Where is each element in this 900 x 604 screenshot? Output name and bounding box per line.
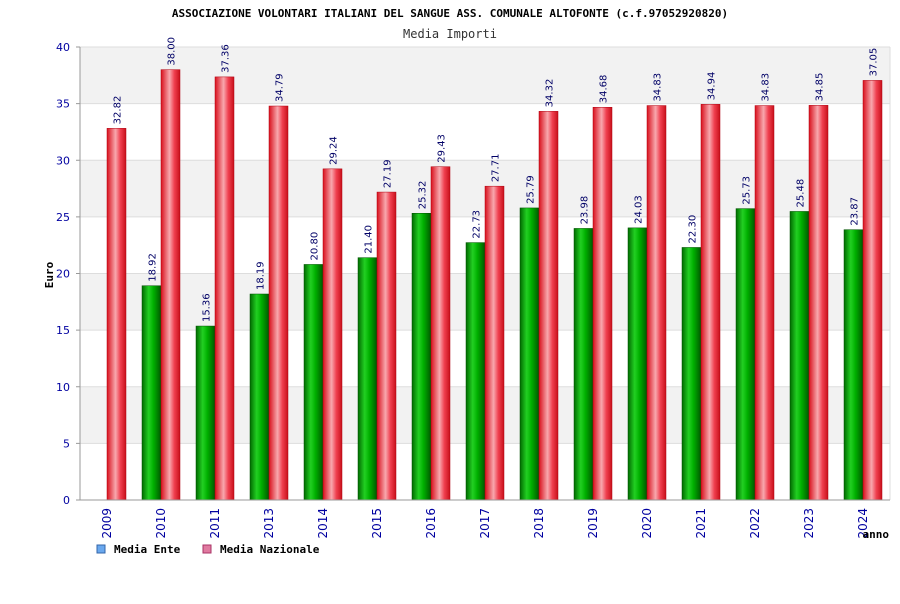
bar-value-label-media-nazionale-2015: 27.19 bbox=[383, 159, 394, 188]
x-tick-label-2016: 2016 bbox=[424, 508, 438, 539]
legend-swatch-media-nazionale bbox=[202, 544, 212, 554]
bar-value-label-media-ente-2013: 18.19 bbox=[256, 261, 267, 290]
bar-media-nazionale-2018 bbox=[538, 111, 559, 501]
bar-value-label-media-nazionale-2022: 34.83 bbox=[761, 73, 772, 102]
x-tick-label-2015: 2015 bbox=[370, 508, 384, 539]
x-tick-label-2021: 2021 bbox=[694, 508, 708, 539]
bar-value-label-media-ente-2015: 21.40 bbox=[364, 225, 375, 254]
y-axis-ticks: 0 5 10 15 20 25 30 35 40 bbox=[56, 41, 80, 507]
bar-value-label-media-ente-2018: 25.79 bbox=[526, 175, 537, 204]
x-tick-label-2013: 2013 bbox=[262, 508, 276, 539]
bar-media-ente-2020 bbox=[627, 227, 648, 501]
bar-media-ente-2010 bbox=[141, 285, 162, 501]
bar-media-ente-2011 bbox=[195, 325, 216, 501]
x-tick-label-2017: 2017 bbox=[478, 508, 492, 539]
bar-media-ente-2013 bbox=[249, 293, 270, 501]
bar-value-label-media-nazionale-2023: 34.85 bbox=[815, 73, 826, 102]
bar-media-nazionale-2017 bbox=[484, 185, 505, 501]
y-tick-label: 25 bbox=[56, 211, 70, 224]
bar-value-label-media-nazionale-2011: 37.36 bbox=[221, 44, 232, 73]
bar-media-ente-2015 bbox=[357, 257, 378, 501]
legend-label-media-ente: Media Ente bbox=[114, 543, 181, 556]
bar-value-label-media-ente-2023: 25.48 bbox=[796, 179, 807, 208]
chart-subtitle: Media Importi bbox=[403, 27, 497, 41]
y-tick-label: 20 bbox=[56, 268, 70, 281]
bar-value-label-media-ente-2017: 22.73 bbox=[472, 210, 483, 239]
bar-value-label-media-ente-2020: 24.03 bbox=[634, 195, 645, 224]
x-tick-label-2009: 2009 bbox=[100, 508, 114, 539]
bar-media-nazionale-2010 bbox=[160, 69, 181, 501]
bar-media-ente-2016 bbox=[411, 213, 432, 501]
bar-value-label-media-ente-2011: 15.36 bbox=[202, 293, 213, 322]
bar-value-label-media-ente-2014: 20.80 bbox=[310, 232, 321, 261]
bar-value-label-media-nazionale-2024: 37.05 bbox=[869, 48, 880, 77]
bar-value-label-media-nazionale-2014: 29.24 bbox=[329, 136, 340, 165]
bar-media-nazionale-2015 bbox=[376, 191, 397, 501]
y-tick-label: 35 bbox=[56, 98, 70, 111]
bar-value-label-media-nazionale-2017: 27.71 bbox=[491, 154, 502, 183]
y-tick-label: 15 bbox=[56, 324, 70, 337]
chart-title: ASSOCIAZIONE VOLONTARI ITALIANI DEL SANG… bbox=[172, 7, 728, 20]
bar-value-label-media-nazionale-2016: 29.43 bbox=[437, 134, 448, 163]
bar-value-label-media-ente-2021: 22.30 bbox=[688, 215, 699, 244]
x-tick-label-2011: 2011 bbox=[208, 508, 222, 539]
bar-media-nazionale-2014 bbox=[322, 168, 343, 501]
bar-media-nazionale-2019 bbox=[592, 106, 613, 501]
legend: Media Ente Media Nazionale bbox=[96, 543, 320, 556]
x-tick-label-2023: 2023 bbox=[802, 508, 816, 539]
bar-media-nazionale-2013 bbox=[268, 105, 289, 501]
y-tick-label: 5 bbox=[63, 437, 70, 450]
legend-swatch-media-ente bbox=[96, 544, 106, 554]
x-tick-label-2014: 2014 bbox=[316, 508, 330, 539]
bar-media-ente-2019 bbox=[573, 228, 594, 501]
bar-value-label-media-ente-2019: 23.98 bbox=[580, 196, 591, 225]
bar-value-label-media-nazionale-2010: 38.00 bbox=[167, 37, 178, 66]
bar-media-nazionale-2020 bbox=[646, 105, 667, 501]
bar-media-ente-2018 bbox=[519, 207, 540, 501]
legend-label-media-nazionale: Media Nazionale bbox=[220, 543, 320, 556]
y-tick-label: 0 bbox=[63, 494, 70, 507]
bar-value-label-media-nazionale-2018: 34.32 bbox=[545, 79, 556, 108]
bar-value-label-media-ente-2016: 25.32 bbox=[418, 181, 429, 210]
x-tick-label-2024: 2024 bbox=[856, 508, 870, 539]
y-tick-label: 30 bbox=[56, 154, 70, 167]
bar-media-ente-2024 bbox=[843, 229, 864, 501]
x-axis-ticks: 2009 2010 2011 2013 2014 2015 2016 2017 2018 2019… bbox=[100, 508, 870, 539]
bar-value-label-media-ente-2022: 25.73 bbox=[742, 176, 753, 205]
bar-value-labels: 32.82 18.92 38.00 15.36 37.36 18.19 34.79 20.80… bbox=[113, 37, 880, 322]
bar-media-ente-2023 bbox=[789, 211, 810, 501]
bar-value-label-media-nazionale-2019: 34.68 bbox=[599, 75, 610, 104]
x-tick-label-2020: 2020 bbox=[640, 508, 654, 539]
bar-media-nazionale-2009 bbox=[106, 128, 127, 501]
y-tick-label: 40 bbox=[56, 41, 70, 54]
bar-media-ente-2017 bbox=[465, 242, 486, 501]
bar-media-nazionale-2022 bbox=[754, 105, 775, 501]
bar-value-label-media-nazionale-2009: 32.82 bbox=[113, 96, 124, 125]
x-tick-label-2022: 2022 bbox=[748, 508, 762, 539]
bar-media-nazionale-2011 bbox=[214, 76, 235, 501]
bar-media-nazionale-2016 bbox=[430, 166, 451, 501]
bar-media-nazionale-2021 bbox=[700, 104, 721, 501]
bar-media-ente-2014 bbox=[303, 264, 324, 501]
x-tick-label-2019: 2019 bbox=[586, 508, 600, 539]
x-tick-label-2018: 2018 bbox=[532, 508, 546, 539]
x-axis-label: anno bbox=[863, 528, 890, 541]
bar-media-nazionale-2023 bbox=[808, 105, 829, 501]
bar-value-label-media-nazionale-2020: 34.83 bbox=[653, 73, 664, 102]
bar-media-ente-2021 bbox=[681, 247, 702, 501]
bar-value-label-media-nazionale-2021: 34.94 bbox=[707, 72, 718, 101]
y-axis-label: Euro bbox=[43, 261, 56, 288]
bar-value-label-media-ente-2024: 23.87 bbox=[850, 197, 861, 226]
y-tick-label: 10 bbox=[56, 381, 70, 394]
bar-media-nazionale-2024 bbox=[862, 80, 883, 501]
bar-value-label-media-nazionale-2013: 34.79 bbox=[275, 73, 286, 102]
bar-value-label-media-ente-2010: 18.92 bbox=[148, 253, 159, 282]
bar-media-ente-2022 bbox=[735, 208, 756, 501]
x-tick-label-2010: 2010 bbox=[154, 508, 168, 539]
bars bbox=[106, 69, 883, 501]
